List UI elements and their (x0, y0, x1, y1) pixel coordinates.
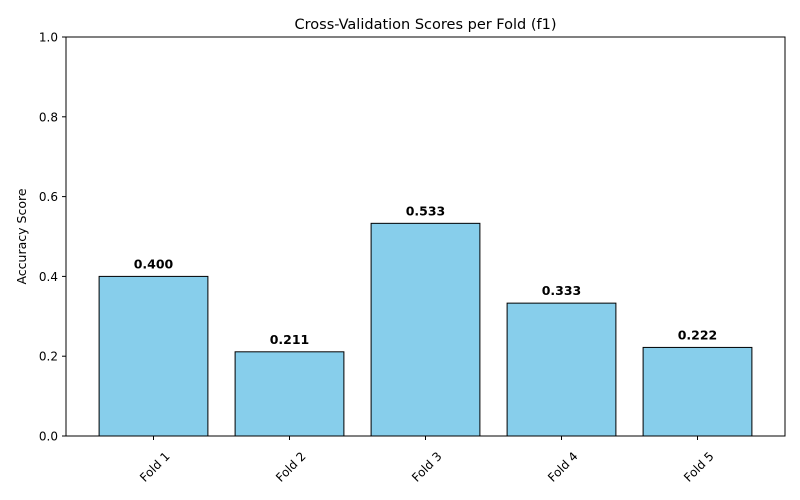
bar-value-label: 0.211 (270, 332, 310, 347)
y-tick-label: 1.0 (39, 31, 58, 45)
bar (234, 351, 345, 437)
bar-value-label: 0.333 (542, 283, 582, 298)
x-tick-label: Fold 4 (545, 449, 581, 485)
x-tick-label: Fold 3 (409, 449, 445, 485)
bar-value-label: 0.533 (406, 203, 446, 218)
bar (642, 346, 753, 437)
x-axis-ticks: Fold 1 Fold 2 Fold 3 Fold 4 Fold 5 (137, 436, 717, 485)
bar (506, 302, 617, 437)
x-tick-label: Fold 1 (137, 449, 173, 485)
y-axis-ticks: 0.0 0.2 0.4 0.6 0.8 1.0 (39, 31, 66, 444)
chart-title: Cross-Validation Scores per Fold (f1) (295, 17, 557, 33)
y-tick-label: 0.8 (39, 110, 58, 124)
bars (98, 222, 753, 437)
x-tick-label: Fold 2 (273, 449, 309, 485)
plot-frame (65, 36, 786, 437)
bar-value-label: 0.400 (134, 256, 174, 271)
bar-value-label: 0.222 (678, 327, 718, 342)
y-axis-label: Accuracy Score (14, 188, 29, 284)
x-tick-label: Fold 5 (681, 449, 717, 485)
y-tick-label: 0.6 (39, 190, 58, 204)
bar (98, 275, 209, 437)
bar (370, 222, 481, 437)
y-tick-label: 0.2 (39, 350, 58, 364)
y-tick-label: 0.0 (39, 430, 58, 444)
value-labels: 0.400 0.211 0.533 0.333 0.222 (134, 203, 718, 346)
y-tick-label: 0.4 (39, 270, 58, 284)
